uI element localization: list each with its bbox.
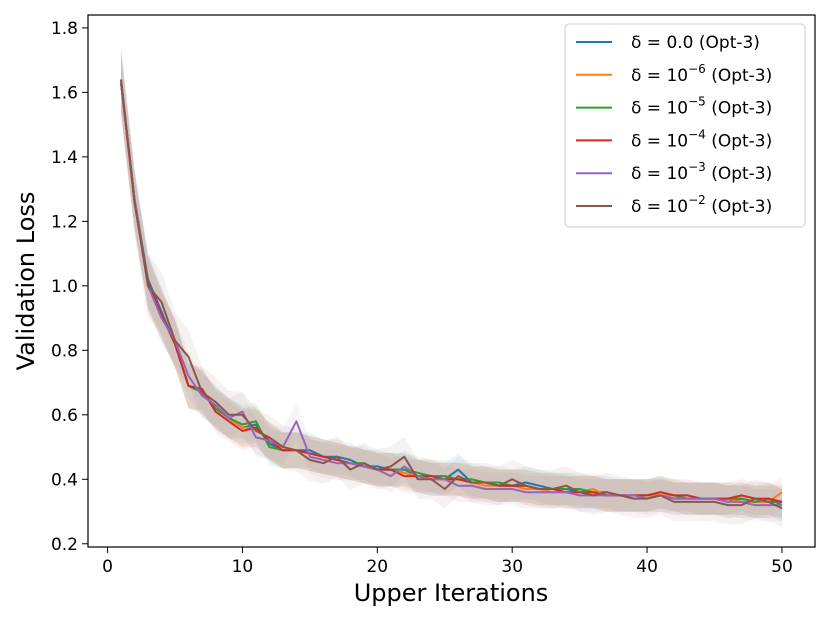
y-tick-label: 1.2	[51, 212, 78, 232]
legend-label: δ = 10−5 (Opt-3)	[631, 95, 772, 119]
x-axis-title: Upper Iterations	[354, 579, 549, 607]
legend-label: δ = 10−6 (Opt-3)	[631, 62, 772, 86]
x-tick-label: 10	[232, 557, 254, 577]
y-tick-label: 1.8	[51, 19, 78, 39]
x-tick-label: 50	[771, 557, 793, 577]
series-line-4	[120, 82, 783, 503]
legend: δ = 0.0 (Opt-3) δ = 10−6 (Opt-3) δ = 10−5 …	[564, 23, 806, 228]
plot-frame	[87, 14, 816, 548]
series-lines	[120, 79, 783, 510]
x-axis-ticks: 0 10 20 30 40 50	[102, 547, 793, 577]
y-tick-label: 0.6	[51, 406, 78, 426]
legend-label: δ = 0.0 (Opt-3)	[631, 33, 760, 53]
x-tick-label: 40	[636, 557, 658, 577]
y-tick-label: 0.2	[51, 535, 78, 555]
y-tick-label: 0.8	[51, 341, 78, 361]
y-tick-label: 0.4	[51, 470, 78, 490]
series-line-6	[120, 79, 783, 510]
legend-label: δ = 10−2 (Opt-3)	[631, 193, 772, 217]
legend-label: δ = 10−4 (Opt-3)	[631, 127, 772, 151]
y-axis-ticks: 0.2 0.4 0.6 0.8 1.0 1.2 1.4 1.6 1.8	[51, 19, 88, 555]
legend-label: δ = 10−3 (Opt-3)	[631, 160, 772, 184]
x-tick-label: 30	[501, 557, 523, 577]
y-axis-title: Validation Loss	[12, 192, 40, 371]
y-tick-label: 1.4	[51, 148, 78, 168]
x-tick-label: 20	[366, 557, 388, 577]
y-tick-label: 1.0	[51, 277, 78, 297]
y-tick-label: 1.6	[51, 83, 78, 103]
x-tick-label: 0	[102, 557, 113, 577]
legend-box	[564, 23, 806, 228]
